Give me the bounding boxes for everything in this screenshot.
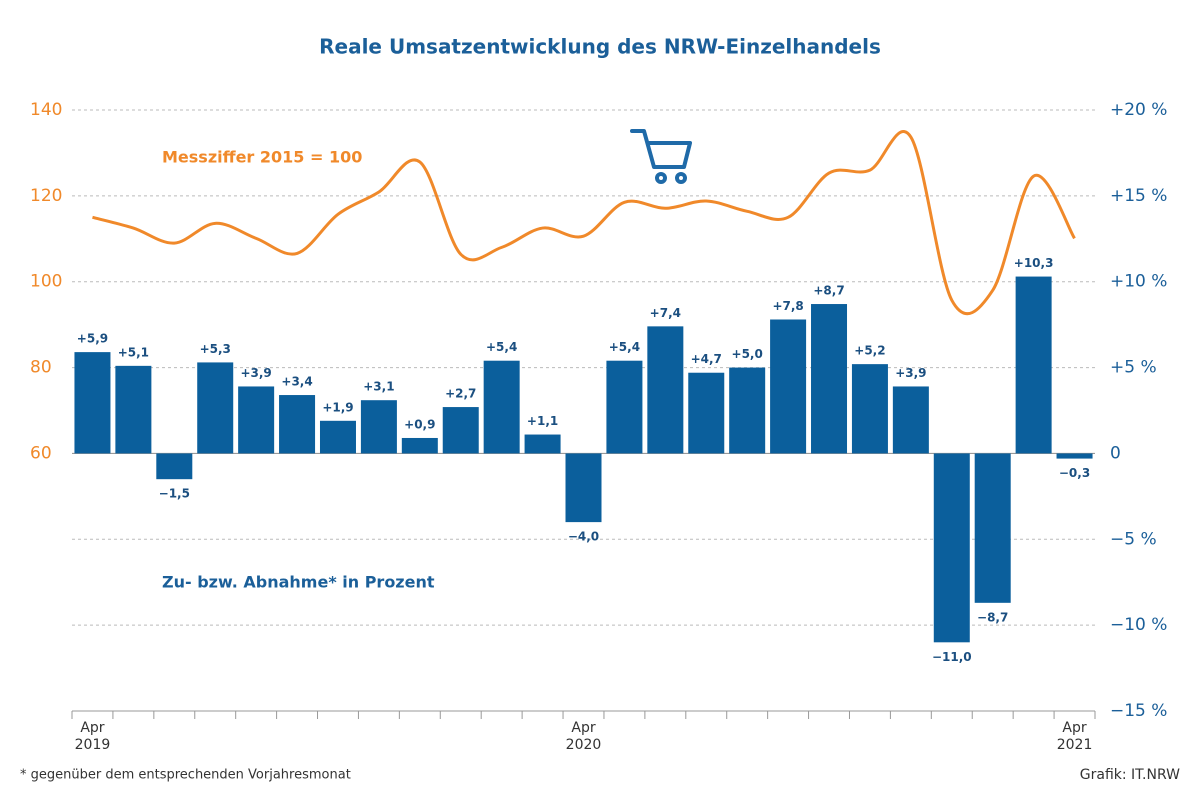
bar — [1015, 276, 1052, 454]
bar — [360, 400, 397, 454]
value-label: +5,1 — [118, 345, 149, 359]
value-label: +3,4 — [281, 375, 312, 389]
bar — [688, 372, 725, 454]
y2-tick-label: +15 % — [1110, 186, 1167, 206]
bar — [811, 304, 848, 454]
value-label: −0,3 — [1059, 466, 1090, 480]
bar — [442, 407, 479, 454]
y2-tick-label: +10 % — [1110, 272, 1167, 292]
value-label: +5,0 — [732, 347, 763, 361]
y2-tick-label: −15 % — [1110, 701, 1167, 721]
y2-tick-label: 0 — [1110, 443, 1121, 463]
y-tick-label: 60 — [30, 443, 52, 463]
value-label: −11,0 — [932, 650, 972, 664]
value-label: +7,4 — [650, 306, 681, 320]
value-label: +5,4 — [486, 340, 517, 354]
cart-icon — [630, 129, 692, 184]
bar — [401, 437, 438, 454]
value-label: +3,9 — [240, 366, 271, 380]
y2-tick-label: −10 % — [1110, 615, 1167, 635]
bar — [319, 420, 356, 454]
bar — [933, 453, 970, 643]
bar — [974, 453, 1011, 603]
value-label: −1,5 — [159, 487, 190, 501]
bar — [156, 453, 193, 480]
y-tick-label: 100 — [30, 272, 62, 292]
x-tick-label: Apr 2020 — [566, 720, 602, 753]
chart-title: Reale Umsatzentwicklung des NRW-Einzelha… — [319, 35, 881, 59]
legend-label: Messziffer 2015 = 100 — [162, 148, 362, 167]
value-label: −4,0 — [568, 530, 599, 544]
value-label: +8,7 — [813, 284, 844, 298]
bar — [524, 434, 561, 454]
x-tick-label: Apr 2019 — [75, 720, 111, 753]
value-label: +2,7 — [445, 387, 476, 401]
bar — [770, 319, 807, 454]
value-label: +5,3 — [200, 342, 231, 356]
bar — [279, 395, 316, 454]
bar — [115, 365, 152, 454]
y-tick-label: 80 — [30, 358, 52, 378]
x-tick-label: Apr 2021 — [1057, 720, 1093, 753]
value-label: +1,9 — [322, 400, 353, 414]
value-label: +7,8 — [772, 299, 803, 313]
value-label: +10,3 — [1014, 256, 1054, 270]
bar — [647, 326, 684, 454]
value-label: −8,7 — [977, 610, 1008, 624]
value-label: +3,1 — [363, 380, 394, 394]
value-label: +1,1 — [527, 414, 558, 428]
value-label: +5,4 — [609, 340, 640, 354]
value-label: +4,7 — [691, 352, 722, 366]
value-label: +5,9 — [77, 332, 108, 346]
bar — [238, 386, 275, 454]
bar — [1056, 453, 1093, 459]
value-label: +3,9 — [895, 366, 926, 380]
bar — [74, 352, 111, 454]
bar — [729, 367, 766, 454]
bar — [851, 364, 888, 454]
line — [92, 130, 1076, 316]
y-tick-label: 140 — [30, 100, 62, 120]
value-label: +0,9 — [404, 417, 435, 431]
legend-label: Zu- bzw. Abnahme* in Prozent — [162, 573, 435, 592]
footnote: * gegenüber dem entsprechenden Vorjahres… — [20, 768, 351, 783]
y-tick-label: 120 — [30, 186, 62, 206]
bar — [565, 453, 602, 523]
value-label: +5,2 — [854, 344, 885, 358]
y2-tick-label: +5 % — [1110, 358, 1157, 378]
y2-tick-label: −5 % — [1110, 529, 1157, 549]
bar — [892, 386, 929, 454]
y2-tick-label: +20 % — [1110, 100, 1167, 120]
bar — [606, 360, 643, 454]
bar — [197, 362, 234, 454]
bar — [483, 360, 520, 454]
source: Grafik: IT.NRW — [1080, 767, 1180, 783]
